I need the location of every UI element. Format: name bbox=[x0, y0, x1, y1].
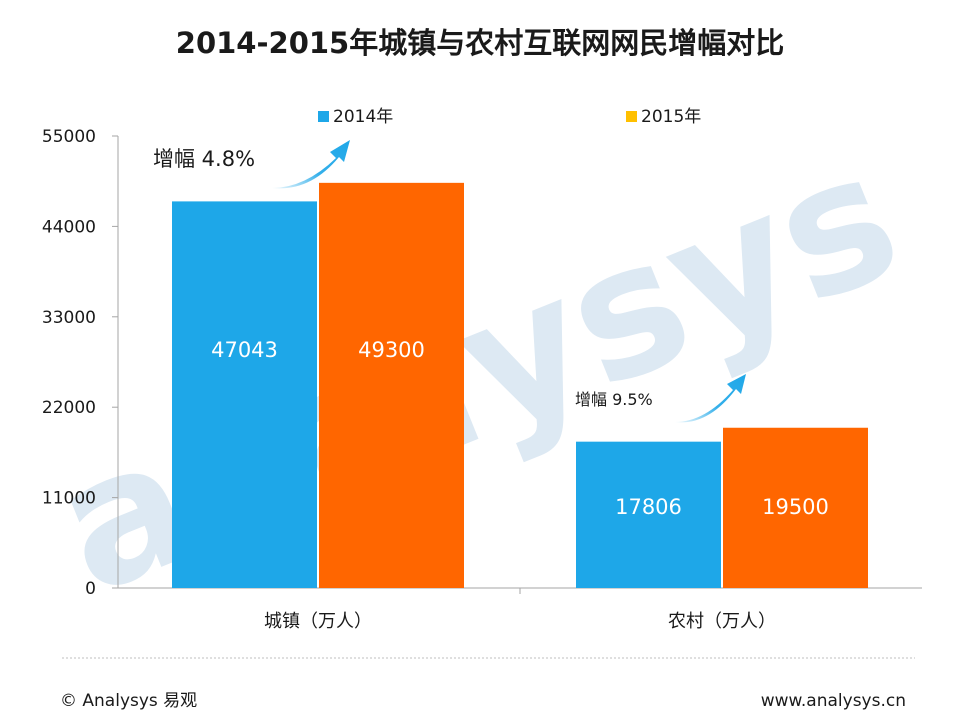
footer-website: www.analysys.cn bbox=[761, 691, 906, 711]
y-tick-label: 44000 bbox=[42, 217, 96, 237]
y-tick-label: 0 bbox=[85, 579, 96, 599]
bar-2015-cat1 bbox=[723, 427, 868, 588]
footer-copyright: © Analysys 易观 bbox=[60, 691, 197, 711]
x-category-label: 城镇（万人） bbox=[264, 611, 372, 632]
rural-growth-label: 增幅 9.5% bbox=[575, 390, 653, 409]
bar-2014-cat0 bbox=[172, 201, 317, 588]
chart-title: 2014-2015年城镇与农村互联网网民增幅对比 bbox=[176, 26, 784, 60]
rural-growth-annotation: 增幅 9.5% bbox=[575, 374, 746, 423]
bar-value-label: 17806 bbox=[615, 495, 682, 519]
urban-growth-label: 增幅 4.8% bbox=[153, 147, 255, 171]
bars: 47043 17806 49300 19500 bbox=[172, 182, 868, 589]
bar-value-label: 19500 bbox=[762, 495, 829, 519]
urban-growth-annotation: 增幅 4.8% bbox=[153, 140, 350, 189]
bar-2014-cat1 bbox=[576, 441, 721, 588]
legend-label-2014: 2014年 bbox=[333, 107, 393, 127]
legend-swatch-2015 bbox=[626, 111, 637, 122]
y-tick-label: 33000 bbox=[42, 308, 96, 328]
bar-value-label: 47043 bbox=[211, 338, 278, 362]
bar-2015-cat0 bbox=[319, 182, 464, 589]
legend-swatch-2014 bbox=[318, 111, 329, 122]
legend: 2014年 2015年 bbox=[318, 107, 701, 127]
rural-growth-arrow-icon bbox=[675, 374, 746, 423]
legend-label-2015: 2015年 bbox=[641, 107, 701, 127]
bar-value-label: 49300 bbox=[358, 338, 425, 362]
urban-growth-arrow-icon bbox=[272, 140, 350, 189]
x-category-label: 农村（万人） bbox=[668, 611, 776, 632]
y-tick-label: 11000 bbox=[42, 489, 96, 509]
y-axis-ticks: 0 11000 22000 33000 44000 55000 bbox=[42, 127, 118, 599]
x-axis-categories: 城镇（万人） 农村（万人） bbox=[264, 611, 776, 632]
y-tick-label: 55000 bbox=[42, 127, 96, 147]
y-tick-label: 22000 bbox=[42, 398, 96, 418]
